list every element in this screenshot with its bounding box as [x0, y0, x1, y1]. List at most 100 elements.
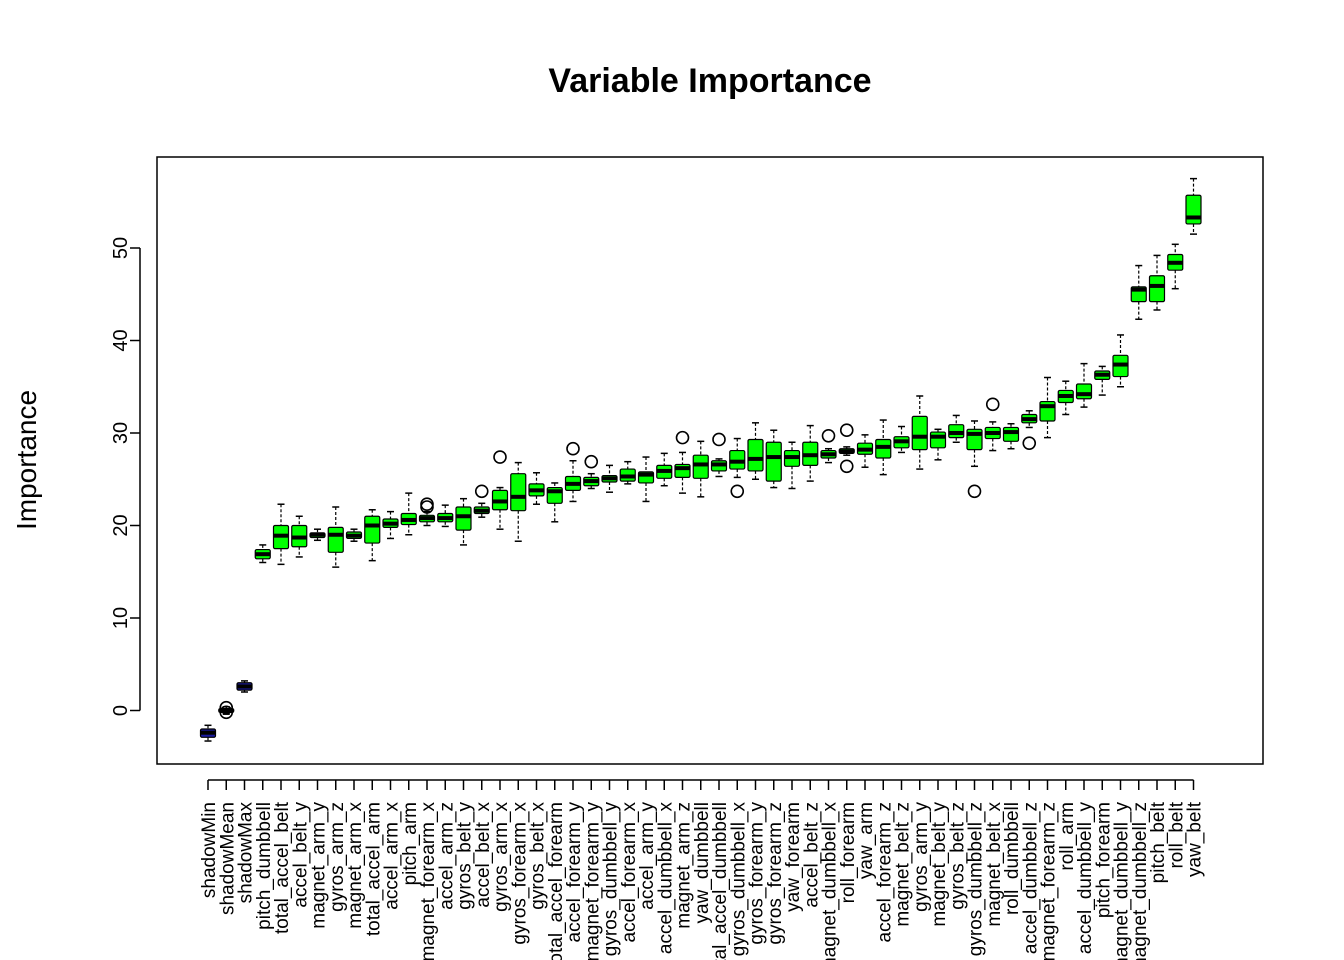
x-tick-label: gyros_arm_z	[327, 802, 348, 912]
box-gyros-arm-x	[491, 450, 509, 530]
outlier-point	[566, 441, 580, 456]
plot-frame	[156, 156, 1264, 765]
box-magnet-belt-z	[893, 425, 910, 454]
x-tick-label: magnet_dumbbell_y	[1112, 802, 1133, 960]
box-gyros-belt-z	[948, 414, 965, 443]
x-tick-label: roll_dumbbell	[1002, 802, 1023, 915]
x-tick-label: accel_arm_z	[436, 802, 457, 910]
box-iqr	[747, 438, 764, 472]
x-tick-label: pitch_forearm	[1093, 802, 1114, 918]
y-axis: 0 10 20 30 40 50	[110, 237, 141, 716]
box-magnet-forearm-y	[583, 454, 600, 490]
outlier-point	[839, 423, 854, 438]
x-tick-label: magnet_arm_z	[674, 802, 695, 929]
outlier-point	[1022, 436, 1037, 450]
box-roll-belt	[1167, 243, 1184, 290]
chart-title: Variable Importance	[548, 62, 871, 100]
box-shadowMean	[218, 700, 235, 720]
outlier-point	[821, 428, 836, 443]
box-yaw-belt	[1185, 177, 1202, 235]
x-tick-label: magnet_belt_z	[893, 802, 914, 927]
box-pitch-belt	[1148, 254, 1166, 311]
x-tick-label: magnet_belt_y	[929, 802, 950, 927]
x-tick-label: magnet_belt_x	[984, 802, 1005, 927]
box-accel-forearm-x	[619, 460, 636, 485]
box-magnet-belt-y	[929, 428, 947, 461]
box-iqr	[929, 431, 947, 449]
box-magnet-arm-z	[674, 430, 691, 494]
box-pitch-forearm	[1094, 365, 1111, 396]
box-magnet-arm-x	[345, 528, 363, 542]
box-iqr	[692, 454, 709, 479]
box-gyros-forearm-x	[510, 461, 527, 542]
x-tick-label: gyros_dumbbell_x	[728, 802, 749, 957]
y-tick-label: 40	[110, 329, 132, 351]
outlier-point	[493, 450, 507, 464]
box-magnet-dumbbell-y	[1112, 334, 1129, 388]
x-tick-label: roll_arm	[1057, 802, 1078, 871]
x-tick-label: shadowMax	[236, 802, 257, 904]
box-magnet-dumbbell-x	[820, 428, 837, 464]
x-tick-label: magnet_forearm_z	[1039, 802, 1060, 960]
x-axis: shadowMinshadowMeanshadowMaxpitch_dumbbe…	[199, 779, 1206, 960]
x-tick-label: total_accel_dumbbell	[710, 802, 731, 960]
y-axis-label: Importance	[11, 390, 42, 530]
x-tick-label: magnet_dumbbell_x	[820, 802, 841, 960]
outlier-point	[967, 484, 982, 499]
x-tick-label: accel_arm_y	[637, 802, 658, 910]
box-roll-arm	[1057, 380, 1074, 416]
x-tick-label: accel_belt_z	[801, 802, 822, 908]
x-tick-label: magnet_arm_y	[309, 802, 330, 929]
box-magnet-belt-x	[984, 397, 1001, 452]
box-accel-dumbbell-y	[1075, 362, 1093, 408]
box-accel-arm-y	[637, 456, 655, 503]
box-magnet-arm-y	[309, 528, 326, 542]
outlier-point	[730, 484, 745, 499]
x-tick-label: gyros_belt_x	[528, 802, 549, 910]
box-iqr	[1075, 383, 1093, 400]
x-tick-label: gyros_arm_y	[911, 802, 932, 912]
box-accel-belt-z	[802, 424, 819, 482]
x-tick-label: accel_belt_y	[290, 802, 311, 908]
x-tick-label: pitch_arm	[400, 802, 421, 885]
x-tick-label: yaw_arm	[856, 802, 877, 879]
box-gyros-forearm-y	[747, 422, 764, 480]
x-tick-label: accel_forearm_x	[619, 802, 640, 943]
box-accel-belt-x	[473, 484, 490, 518]
outlier-point	[219, 705, 234, 720]
y-tick-label: 30	[110, 422, 132, 444]
x-tick-label: gyros_belt_y	[455, 802, 476, 910]
box-roll-forearm	[838, 423, 855, 474]
box-iqr	[1185, 194, 1202, 225]
x-tick-label: gyros_forearm_z	[765, 802, 786, 945]
outlier-point	[712, 432, 726, 447]
x-tick-label: accel_dumbbell_z	[1020, 802, 1041, 954]
x-tick-label: accel_forearm_z	[874, 802, 895, 942]
box-iqr	[510, 473, 527, 512]
box-gyros-belt-y	[455, 497, 472, 546]
x-tick-label: accel_arm_x	[382, 802, 403, 910]
x-tick-label: gyros_forearm_x	[509, 802, 530, 945]
box-yaw-arm	[856, 434, 874, 468]
box-gyros-dumbbell-z	[966, 420, 983, 499]
box-iqr	[1148, 275, 1166, 303]
box-gyros-forearm-z	[765, 429, 782, 489]
x-tick-label: gyros_forearm_y	[747, 802, 768, 945]
outlier-point	[584, 454, 599, 469]
box-accel-forearm-z	[875, 419, 892, 476]
boxplot-series	[199, 177, 1202, 742]
box-iqr	[327, 526, 344, 553]
box-accel-arm-x	[382, 510, 399, 540]
box-yaw-dumbbell	[692, 440, 709, 498]
box-roll-dumbbell	[1002, 423, 1020, 450]
x-tick-label: magnet_forearm_x	[418, 802, 439, 960]
x-tick-label: accel_belt_x	[473, 802, 494, 908]
x-tick-label: accel_dumbbell_y	[1075, 802, 1096, 955]
box-accel-belt-y	[291, 515, 308, 558]
box-shadowMin	[199, 724, 217, 742]
box-accel-arm-z	[437, 504, 454, 528]
outlier-point	[219, 700, 234, 715]
x-tick-label: gyros_dumbbell_z	[966, 802, 987, 956]
box-total-accel-dumbbell	[710, 432, 728, 478]
outlier-point	[985, 397, 1000, 412]
